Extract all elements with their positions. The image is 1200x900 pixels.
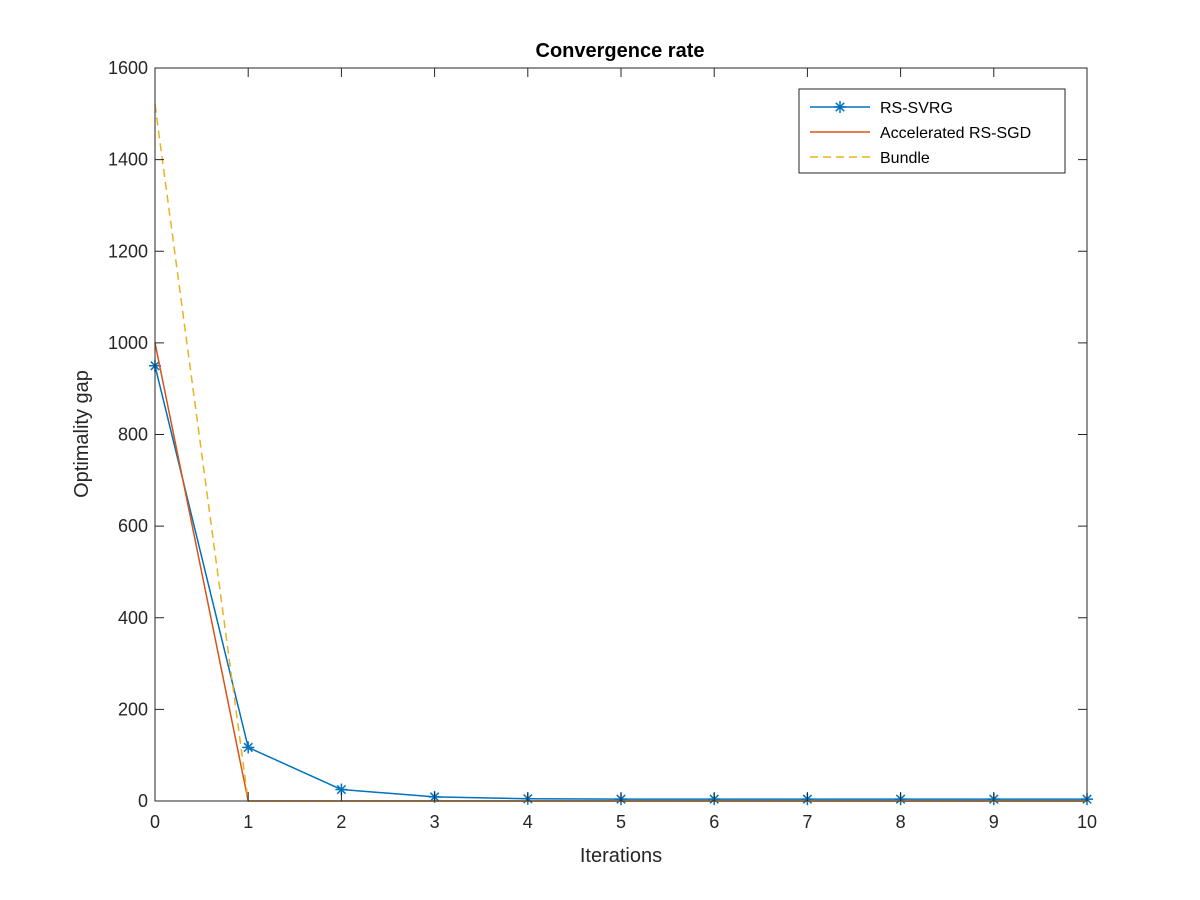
x-tick-label: 9 [989,812,999,832]
data-point [242,741,255,754]
axes-layer: 0 1 2 3 4 5 6 7 8 9 10 0 200 400 600 800 1000 1200 1400 160… [108,58,1097,832]
y-tick-label: 1400 [108,150,148,170]
x-tick-label: 4 [523,812,533,832]
y-tick-label: 1200 [108,241,148,261]
x-tick-label: 10 [1077,812,1097,832]
legend-marker [834,101,846,113]
x-tick-label: 8 [896,812,906,832]
x-tick-label: 3 [430,812,440,832]
legend-item: RS-SVRG [810,100,953,117]
y-tick-label: 1000 [108,333,148,353]
legend: RS-SVRG Accelerated RS-SGD Bundle [798,88,1066,174]
legend-item: Accelerated RS-SGD [810,125,1031,142]
y-axis-title: Optimality gap [71,370,93,498]
y-tick-label: 400 [118,608,148,628]
legend-label: Accelerated RS-SGD [880,125,1031,142]
plot-area [155,68,1087,801]
y-tick-label: 200 [118,699,148,719]
legend-item: Bundle [810,150,930,167]
x-tick-label: 6 [709,812,719,832]
x-tick-label: 1 [243,812,253,832]
x-tick-label: 0 [150,812,160,832]
x-tick-label: 5 [616,812,626,832]
chart-title: Convergence rate [536,40,705,62]
x-tick-label: 2 [336,812,346,832]
y-tick-label: 600 [118,516,148,536]
y-tick-label: 1600 [108,58,148,78]
legend-label: RS-SVRG [880,100,953,117]
x-tick-label: 7 [802,812,812,832]
y-tick-label: 0 [138,791,148,811]
y-tick-label: 800 [118,425,148,445]
legend-label: Bundle [880,150,930,167]
x-axis-title: Iterations [580,845,662,867]
